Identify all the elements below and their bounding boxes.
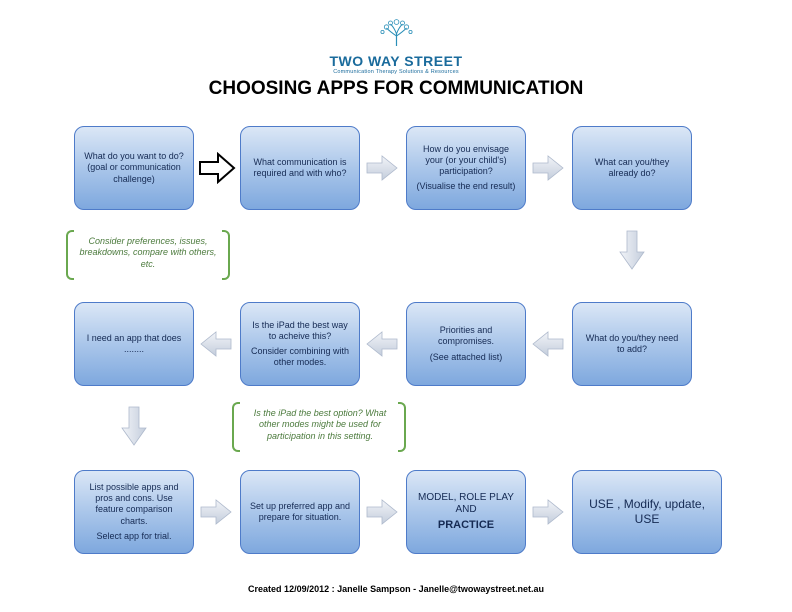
arrow-icon bbox=[198, 152, 236, 189]
node-text: Priorities and compromises. (See attache… bbox=[415, 325, 517, 363]
arrow-icon bbox=[120, 406, 148, 451]
annotation-preferences: Consider preferences, issues, breakdowns… bbox=[76, 236, 220, 270]
node-envisage: How do you envisage your (or your child'… bbox=[406, 126, 526, 210]
node-need-app: I need an app that does ........ bbox=[74, 302, 194, 386]
node-ipad-best: Is the iPad the best way to acheive this… bbox=[240, 302, 360, 386]
node-already-do: What can you/they already do? bbox=[572, 126, 692, 210]
arrow-icon bbox=[366, 330, 398, 363]
node-text: Set up preferred app and prepare for sit… bbox=[249, 501, 351, 524]
arrow-icon bbox=[532, 330, 564, 363]
node-text: What can you/they already do? bbox=[581, 157, 683, 180]
node-text: MODEL, ROLE PLAY AND PRACTICE bbox=[415, 492, 517, 533]
footer-text: Created 12/09/2012 : Janelle Sampson - J… bbox=[0, 584, 792, 594]
flowchart-canvas: What do you want to do? (goal or communi… bbox=[0, 0, 792, 612]
bracket-icon bbox=[222, 230, 230, 280]
node-list-apps: List possible apps and pros and cons. Us… bbox=[74, 470, 194, 554]
node-text: What do you/they need to add? bbox=[581, 333, 683, 356]
arrow-icon bbox=[532, 154, 564, 187]
node-text: USE , Modify, update, USE bbox=[581, 497, 713, 527]
bracket-icon bbox=[232, 402, 240, 452]
node-text: I need an app that does ........ bbox=[83, 333, 185, 356]
node-use: USE , Modify, update, USE bbox=[572, 470, 722, 554]
node-text: List possible apps and pros and cons. Us… bbox=[83, 482, 185, 542]
arrow-icon bbox=[532, 498, 564, 531]
node-need-add: What do you/they need to add? bbox=[572, 302, 692, 386]
arrow-icon bbox=[366, 154, 398, 187]
node-text: What do you want to do? (goal or communi… bbox=[83, 151, 185, 185]
annotation-ipad-option: Is the iPad the best option? What other … bbox=[244, 408, 396, 442]
node-goal: What do you want to do? (goal or communi… bbox=[74, 126, 194, 210]
node-communication-required: What communication is required and with … bbox=[240, 126, 360, 210]
node-priorities: Priorities and compromises. (See attache… bbox=[406, 302, 526, 386]
node-text: Is the iPad the best way to acheive this… bbox=[249, 320, 351, 369]
arrow-icon bbox=[366, 498, 398, 531]
node-text: What communication is required and with … bbox=[249, 157, 351, 180]
node-setup-app: Set up preferred app and prepare for sit… bbox=[240, 470, 360, 554]
node-text: How do you envisage your (or your child'… bbox=[415, 144, 517, 193]
arrow-icon bbox=[200, 330, 232, 363]
bracket-icon bbox=[398, 402, 406, 452]
arrow-icon bbox=[200, 498, 232, 531]
arrow-icon bbox=[618, 230, 646, 275]
bracket-icon bbox=[66, 230, 74, 280]
node-practice: MODEL, ROLE PLAY AND PRACTICE bbox=[406, 470, 526, 554]
